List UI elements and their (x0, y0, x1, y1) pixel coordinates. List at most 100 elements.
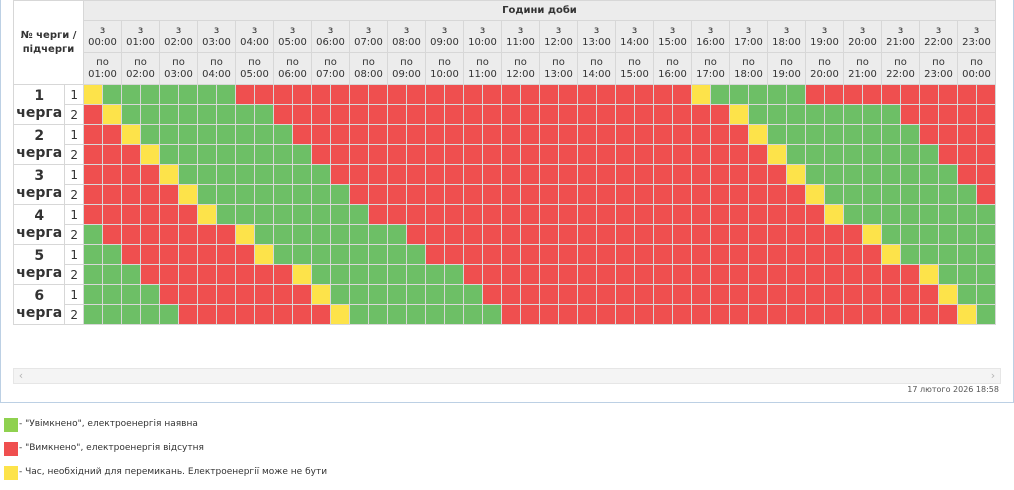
half-hour-cell-off (197, 264, 217, 285)
half-hour-cell-off (235, 264, 255, 285)
hour-to-header: по 17:00 (691, 52, 730, 85)
half-hour-cell-off (577, 124, 597, 145)
half-hour-cell-off (368, 204, 388, 225)
half-hour-cell-off (957, 84, 977, 105)
half-hour-cell-on (368, 244, 388, 265)
half-hour-cell-off (767, 304, 787, 325)
half-hour-cell-off (444, 124, 464, 145)
half-hour-cell-on (919, 204, 939, 225)
half-hour-cell-on (216, 144, 236, 165)
horizontal-scrollbar[interactable]: ‹ › (13, 368, 1001, 384)
half-hour-cell-off (406, 104, 426, 125)
half-hour-cell-off (748, 244, 768, 265)
hour-to-prefix: по (894, 56, 907, 68)
half-hour-cell-off (919, 304, 939, 325)
schedule-panel: № черги / підчерги Години доби з 00:00 з 01… (0, 0, 1014, 403)
hour-from-header: з 10:00 (463, 20, 502, 53)
half-hour-cell-off (767, 204, 787, 225)
half-hour-cell-off (672, 184, 692, 205)
schedule-body: 1 черга 1 2 2 черга 1 2 3 черга 1 2 4 черга 1 2 5 черга 1 2… (12, 84, 996, 325)
half-hour-cell-off (368, 184, 388, 205)
half-hour-cell-on (767, 104, 787, 125)
hour-to-value: 06:00 (278, 68, 307, 80)
half-hour-cell-off (311, 304, 331, 325)
half-hour-cell-off (729, 184, 749, 205)
legend-swatch (4, 418, 18, 432)
hour-to-value: 04:00 (202, 68, 231, 80)
half-hour-cell-off (748, 284, 768, 305)
half-hour-cell-off (653, 204, 673, 225)
hour-from-prefix: з (745, 24, 752, 36)
half-hour-cell-off (938, 304, 958, 325)
half-hour-cell-on (368, 284, 388, 305)
half-hour-cell-off (558, 144, 578, 165)
queue-word: черга (16, 104, 63, 121)
half-hour-cell-on (824, 184, 844, 205)
half-hour-cell-off (976, 144, 996, 165)
half-hour-cell-off (729, 264, 749, 285)
hour-from-header: з 15:00 (653, 20, 692, 53)
half-hour-cell-on (159, 84, 179, 105)
half-hour-cell-on (425, 264, 445, 285)
half-hour-cell-off (596, 304, 616, 325)
half-hour-cell-on (938, 264, 958, 285)
half-hour-cell-off (539, 244, 559, 265)
half-hour-cell-off (805, 204, 825, 225)
table-row: 2 (14, 104, 996, 125)
hour-to-value: 02:00 (126, 68, 155, 80)
half-hour-cell-on (140, 124, 160, 145)
queue-number: 1 (34, 87, 45, 104)
legend-text: - "Увімкнено", електроенергія наявна (19, 419, 198, 429)
scroll-left-arrow-icon[interactable]: ‹ (18, 369, 24, 382)
half-hour-cell-maybe (178, 184, 198, 205)
half-hour-cell-on (235, 124, 255, 145)
half-hour-cell-off (159, 184, 179, 205)
half-hour-cell-off (102, 144, 122, 165)
half-hour-cell-off (216, 304, 236, 325)
hour-from-header: з 06:00 (311, 20, 350, 53)
half-hour-cell-off (349, 124, 369, 145)
hour-to-header: по 19:00 (767, 52, 806, 85)
half-hour-cell-on (235, 164, 255, 185)
half-hour-cell-off (501, 144, 521, 165)
hour-to-header: по 13:00 (539, 52, 578, 85)
half-hour-cell-off (83, 204, 103, 225)
half-hour-cell-on (729, 84, 749, 105)
hour-to-value: 15:00 (620, 68, 649, 80)
half-hour-cell-off (805, 304, 825, 325)
subqueue-number: 2 (64, 304, 84, 325)
half-hour-cell-off (634, 244, 654, 265)
half-hour-cell-off (862, 304, 882, 325)
half-hour-cell-on (862, 184, 882, 205)
half-hour-cell-off (387, 124, 407, 145)
table-row: 2 (14, 264, 996, 285)
scroll-right-arrow-icon[interactable]: › (990, 369, 996, 382)
half-hour-cell-on (292, 184, 312, 205)
queue-label: 5 черга (12, 244, 66, 285)
hour-to-header: по 15:00 (615, 52, 654, 85)
half-hour-cell-off (311, 144, 331, 165)
half-hour-cell-off (501, 304, 521, 325)
half-hour-cell-off (900, 104, 920, 125)
queue-column-header: № черги / підчерги (13, 0, 84, 85)
half-hour-cell-off (121, 184, 141, 205)
half-hour-cell-off (805, 264, 825, 285)
half-hour-cell-off (330, 104, 350, 125)
hour-to-prefix: по (438, 56, 451, 68)
hour-from-prefix: з (327, 24, 334, 36)
half-hour-cell-off (634, 104, 654, 125)
legend-text: - Час, необхідний для перемикань. Електр… (19, 467, 328, 477)
half-hour-cell-off (729, 144, 749, 165)
queue-number: 2 (34, 127, 45, 144)
half-hour-cell-on (140, 84, 160, 105)
subqueue-number: 1 (64, 244, 84, 265)
hour-from-value: 01:00 (126, 36, 155, 48)
half-hour-cell-maybe (121, 124, 141, 145)
half-hour-cell-off (501, 244, 521, 265)
half-hour-cell-on (83, 244, 103, 265)
half-hour-cell-off (710, 204, 730, 225)
hour-to-value: 09:00 (392, 68, 421, 80)
half-hour-cell-on (387, 244, 407, 265)
half-hour-cell-off (349, 104, 369, 125)
half-hour-cell-off (786, 284, 806, 305)
